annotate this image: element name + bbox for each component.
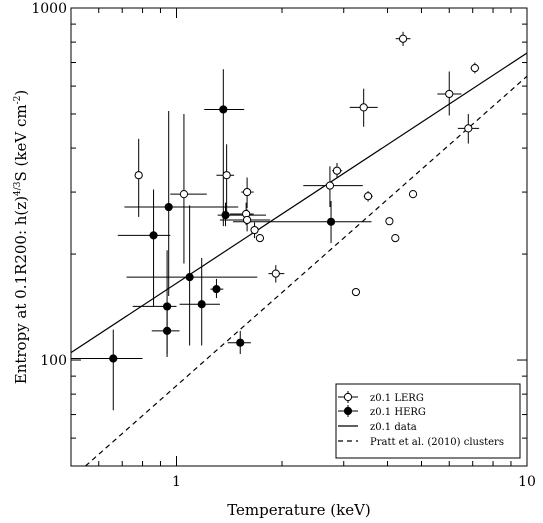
y-axis-label-sup: 4/3 [13, 181, 23, 196]
lerg-point-20 [470, 63, 479, 73]
z01-data-fit-line [71, 52, 527, 354]
pratt-clusters-line [85, 75, 527, 466]
lerg-point-6 [250, 225, 259, 235]
x-axis-label: Temperature (keV) [227, 501, 371, 519]
y-tick-label-0: 100 [40, 353, 67, 369]
legend: z0.1 LERG z0.1 HERG z0.1 data Pratt et a… [335, 383, 521, 459]
lerg-point-0 [134, 171, 143, 180]
lerg-point-7 [255, 234, 265, 243]
legend-herg-label: z0.1 HERG [370, 407, 426, 418]
plot-frame [70, 7, 528, 467]
lerg-point-11 [351, 287, 361, 297]
legend-lerg-marker [343, 392, 353, 402]
lerg-point-18 [445, 89, 454, 99]
error-bars [71, 31, 480, 411]
lerg-point-9 [325, 181, 335, 190]
lerg-point-10 [332, 166, 342, 175]
lerg-point-1 [179, 190, 189, 199]
lerg-point-8 [271, 269, 280, 278]
lerg-point-17 [408, 190, 418, 199]
lerg-point-12 [359, 103, 368, 112]
legend-box [335, 383, 521, 459]
lerg-point-19 [464, 124, 473, 133]
herg-point-8 [219, 105, 228, 114]
y-axis-label-end: ) [12, 90, 30, 96]
herg-point-9 [221, 211, 230, 220]
herg-point-10 [236, 338, 245, 347]
herg-point-4 [162, 326, 172, 335]
lerg-point-16 [398, 34, 408, 43]
lerg-point-3 [242, 187, 252, 197]
herg-point-11 [326, 217, 336, 226]
herg-point-1 [149, 231, 158, 240]
legend-pratt-label: Pratt et al. (2010) clusters [370, 437, 504, 448]
y-tick-label-1: 1000 [31, 1, 67, 17]
herg-point-6 [197, 300, 206, 309]
axis-tick-labels: 1 10 100 1000 [31, 1, 536, 490]
legend-herg-marker [343, 406, 353, 416]
lerg-point-2 [222, 171, 231, 180]
lerg-point-14 [385, 217, 394, 226]
lerg-point-5 [242, 215, 252, 225]
herg-point-2 [164, 202, 173, 212]
herg-point-0 [109, 354, 118, 363]
y-axis-label-unit-sup: -2 [13, 96, 23, 105]
legend-lerg-label: z0.1 LERG [370, 393, 424, 404]
lerg-point-13 [363, 192, 373, 201]
herg-point-5 [185, 273, 194, 282]
axis-ticks [70, 7, 528, 467]
y-axis-label: Entropy at 0.1R200: h(z)4/3S (keV cm-2) [12, 90, 30, 385]
lerg-point-15 [391, 234, 400, 243]
x-tick-label-1: 10 [518, 474, 536, 490]
legend-data-label: z0.1 data [370, 422, 417, 433]
y-axis-label-unit: S (keV cm [12, 104, 30, 181]
trend-lines [71, 52, 527, 466]
y-axis-label-main: Entropy at 0.1R200: h(z) [12, 196, 30, 384]
herg-point-7 [212, 285, 221, 294]
herg-point-3 [162, 302, 172, 311]
x-tick-label-0: 1 [172, 474, 181, 490]
data-points [109, 34, 479, 363]
